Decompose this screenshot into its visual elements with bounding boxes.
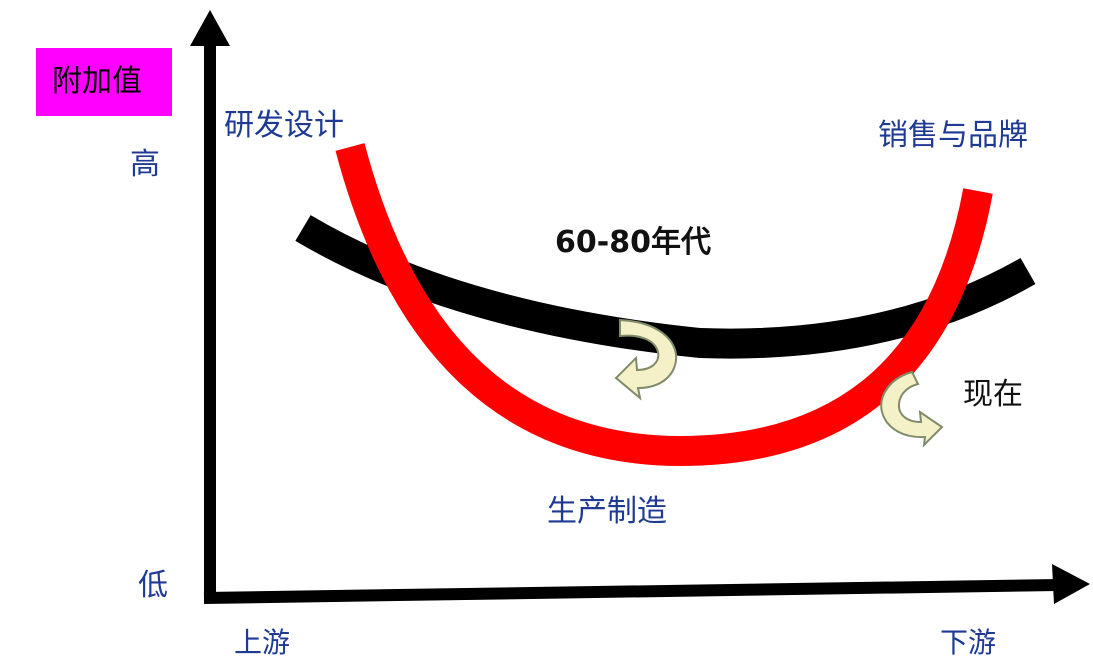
x-axis-upstream-label: 上游	[234, 626, 291, 659]
stage-rd-design: 研发设计	[224, 108, 344, 143]
stage-sales-brand: 销售与品牌	[878, 118, 1028, 153]
shift-down-arrow-icon	[614, 318, 678, 401]
x-axis-arrowhead	[1052, 564, 1090, 604]
shift-up-arrow-icon	[880, 370, 944, 448]
curve-now	[335, 143, 993, 467]
y-axis-high-label: 高	[130, 147, 160, 182]
y-axis-title: 附加值	[36, 48, 172, 116]
curve-now-label: 现在	[963, 377, 1023, 412]
x-axis-downstream-label: 下游	[940, 626, 997, 659]
stage-manufacturing: 生产制造	[547, 494, 667, 529]
y-axis-arrowhead	[190, 10, 230, 46]
x-axis	[203, 579, 1059, 604]
curve-60-80s-label: 60-80年代	[555, 225, 711, 260]
y-axis-low-label: 低	[138, 568, 168, 603]
